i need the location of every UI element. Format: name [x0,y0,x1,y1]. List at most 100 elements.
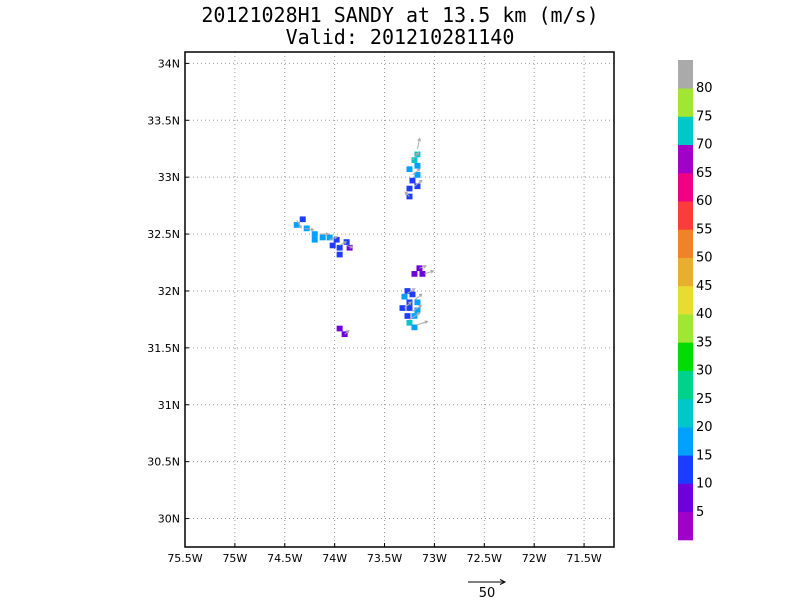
colorbar-swatch [678,285,693,315]
wind-speed-cell [336,251,343,258]
wind-speed-cell [414,307,421,314]
wind-speed-cell [406,166,413,173]
reference-vector-label: 50 [479,586,496,600]
chart-subtitle: Valid: 201210281140 [286,25,515,49]
colorbar-label: 40 [696,307,713,322]
colorbar-label: 65 [696,166,713,181]
colorbar-label: 5 [696,505,704,520]
colorbar-swatch [678,172,693,202]
wind-speed-cell [406,305,413,311]
x-axis-ticks: 75.5W 75W 74.5W 74W 73.5W 73W 72.5W 72W 71.5W [167,543,602,565]
wind-vector-arrowhead [417,137,422,142]
colorbar-swatch [678,60,693,89]
wind-speed-cell [411,157,418,163]
y-tick-label: 32.5N [147,228,180,241]
wind-speed-cell [336,325,343,332]
wind-vector [346,244,353,249]
wind-vector [339,241,347,246]
colorbar-swatch [678,314,693,343]
wind-vector [419,265,427,269]
wind-speed-cell [409,291,416,298]
y-tick-label: 32N [158,285,180,298]
wind-speed-cell [409,177,416,184]
colorbar-swatch [678,257,693,287]
wind-vector [424,270,434,275]
wind-speed-cell [311,236,318,243]
wind-speed-cell [404,313,411,319]
wind-vector-arrowhead [411,288,416,292]
gridlines [184,52,614,547]
wind-vector-arrowhead [334,235,339,240]
wind-vector [412,305,422,312]
wind-speed-cells [293,151,426,338]
wind-vector [414,179,423,187]
wind-speed-cell [401,293,408,300]
colorbar-label: 10 [696,477,713,492]
wind-vector [407,288,416,294]
wind-speed-cell [329,242,336,249]
colorbar-label: 80 [696,81,713,96]
wind-vector-arrowhead [415,151,420,156]
y-tick-label: 33N [158,171,180,184]
wind-vector [304,227,314,231]
colorbar-swatch [678,370,693,400]
wind-speed-cell [414,172,421,178]
colorbar-swatch [678,511,693,541]
wind-vector-arrowhead [418,293,423,298]
y-axis-ticks: 30N 30.5N 31N 31.5N 32N 32.5N 33N 33.5N 34N [147,57,189,526]
x-tick-label: 73.5W [367,552,402,565]
colorbar-label: 55 [696,222,713,237]
wind-speed-cell [406,319,413,326]
y-tick-label: 30N [158,513,180,526]
x-tick-label: 74W [322,552,347,565]
colorbar-swatch [678,427,693,456]
wind-vector [404,191,410,197]
wind-speed-cell [333,236,340,243]
reference-vector-arrowhead [499,579,507,585]
colorbar-swatch [678,201,693,230]
wind-speed-cell [404,288,411,294]
x-tick-label: 75.5W [167,552,202,565]
y-tick-label: 34N [158,57,180,70]
wind-vector-arrowhead [416,312,421,316]
wind-vector-arrowhead [298,224,302,229]
wind-vector-arrowhead [418,304,423,309]
plot-frame [184,51,615,548]
y-tick-label: 31.5N [147,342,180,355]
wind-vector-arrowhead [346,329,350,334]
colorbar-swatch [678,455,693,484]
wind-vector [416,138,421,149]
x-tick-label: 72.5W [467,552,502,565]
colorbar-swatch [678,116,693,146]
colorbar-label: 35 [696,335,713,350]
wind-vector-arrowhead [416,168,421,172]
wind-speed-cell [293,222,300,228]
colorbar-swatch [678,342,693,371]
wind-speed-cell [399,305,406,311]
y-tick-label: 30.5N [147,456,180,469]
y-tick-label: 33.5N [147,114,180,127]
colorbar-label: 50 [696,251,713,266]
wind-speed-cell [326,234,333,241]
colorbar-label: 75 [696,109,713,124]
wind-speed-cell [411,324,418,331]
wind-speed-cell [419,271,426,277]
wind-vector [416,320,428,326]
wind-speed-cell [411,271,418,277]
wind-vector-arrowhead [310,227,315,232]
wind-speed-cell [414,162,421,169]
chart-title: 20121028H1 SANDY at 13.5 km (m/s) [201,3,598,27]
wind-speed-cell [406,185,413,192]
wind-speed-cell [319,234,326,241]
x-tick-label: 73W [422,552,447,565]
wind-speed-cell [299,216,306,223]
reference-vector: 50 [468,579,507,600]
colorbar-label: 20 [696,420,713,435]
wind-vector [412,152,419,161]
wind-vector-arrowhead [404,191,409,196]
wind-vector [412,168,421,176]
colorbar-label: 60 [696,194,713,209]
wind-vector [414,293,423,301]
x-tick-label: 71.5W [566,552,601,565]
